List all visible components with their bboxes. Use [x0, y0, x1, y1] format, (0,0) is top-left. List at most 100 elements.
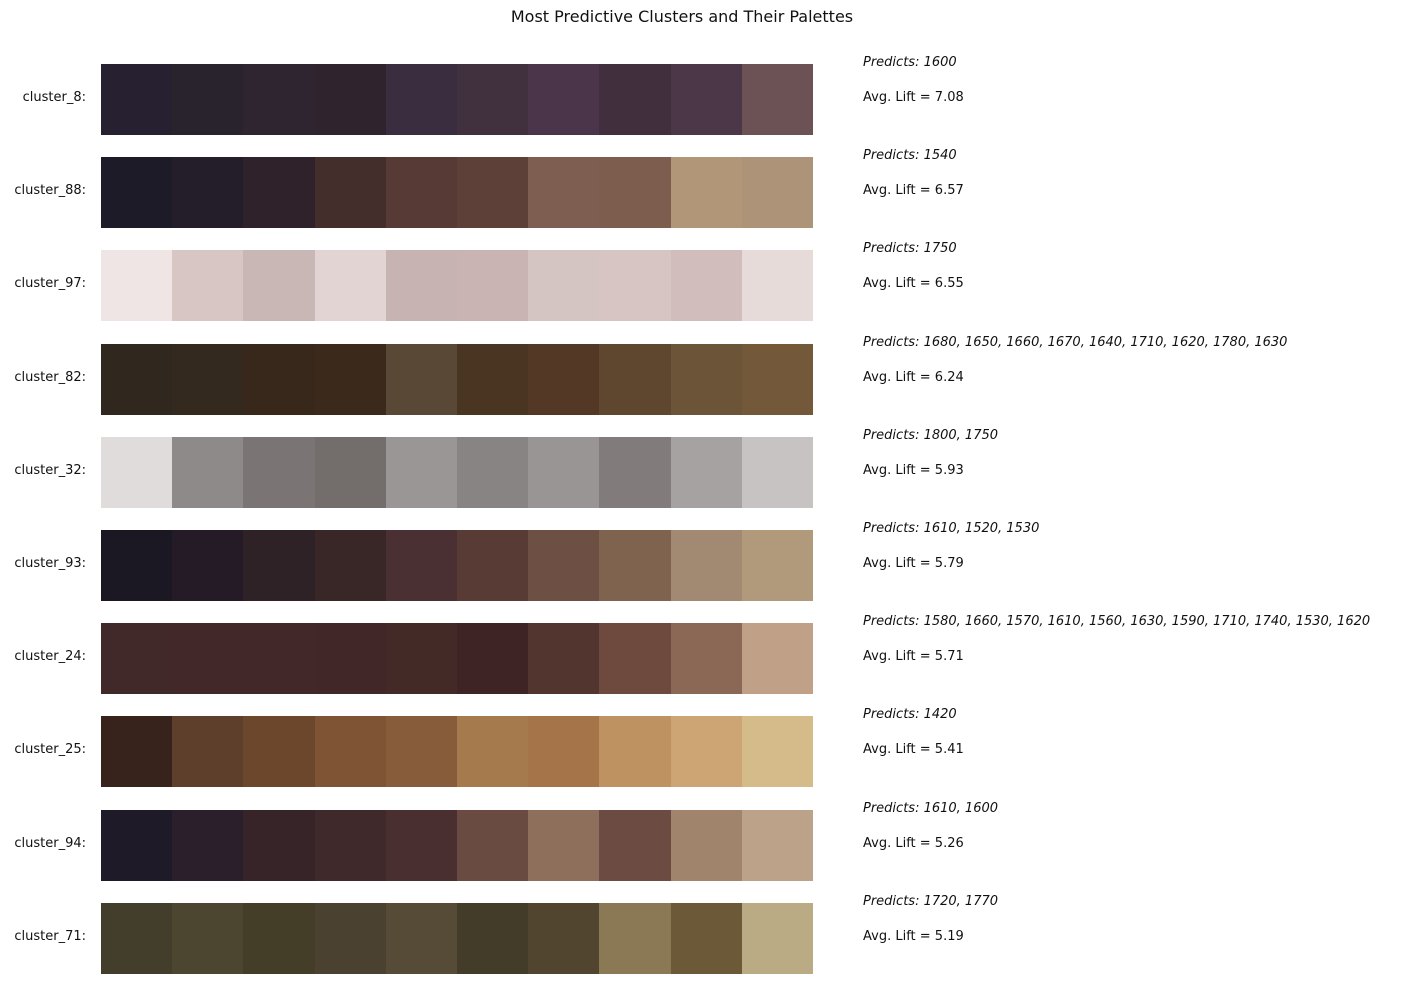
cluster-row: cluster_94: Predicts: 1610, 1600 Avg. Lift… [0, 801, 1415, 881]
palette-strip [101, 902, 814, 974]
color-swatch [670, 250, 742, 322]
color-swatch [670, 716, 742, 788]
color-swatch [243, 157, 315, 229]
predicts-text: Predicts: 1600 [863, 55, 957, 70]
color-swatch [528, 157, 600, 229]
color-swatch [101, 250, 173, 322]
color-swatch [528, 343, 600, 415]
chart-title: Most Predictive Clusters and Their Palet… [510, 7, 854, 26]
color-swatch [314, 157, 386, 229]
avg-lift-text: Avg. Lift = 5.41 [863, 742, 964, 758]
predicts-text: Predicts: 1580, 1660, 1570, 1610, 1560, … [863, 614, 1371, 630]
cluster-row: cluster_88: Predicts: 1540 Avg. Lift = 6.5… [0, 148, 1415, 229]
color-swatch [741, 343, 814, 415]
color-swatch [243, 64, 315, 135]
color-swatch [243, 436, 315, 508]
color-swatch [314, 809, 386, 881]
palette-strip [101, 809, 814, 881]
color-swatch [385, 809, 458, 881]
color-swatch [599, 716, 671, 788]
cluster-row: cluster_24: Predicts: 1580, 1660, 1570, 1… [0, 614, 1415, 695]
color-swatch [172, 436, 244, 508]
color-swatch [457, 64, 529, 135]
color-swatch [741, 623, 814, 695]
color-swatch [741, 809, 814, 881]
color-swatch [670, 157, 742, 229]
color-swatch [385, 530, 458, 601]
cluster-label: cluster_24: [14, 649, 86, 665]
cluster-row: cluster_71: Predicts: 1720, 1770 Avg. Lift… [0, 894, 1415, 974]
color-swatch [385, 64, 458, 135]
color-swatch [599, 530, 671, 601]
color-swatch [741, 250, 814, 322]
avg-lift-text: Avg. Lift = 5.26 [863, 835, 964, 851]
cluster-label: cluster_97: [14, 276, 86, 292]
color-swatch [385, 250, 458, 322]
cluster-row: cluster_32: Predicts: 1800, 1750 Avg. Lift… [0, 428, 1415, 508]
color-swatch [172, 343, 244, 415]
cluster-label: cluster_94: [14, 835, 86, 851]
predicts-text: Predicts: 1750 [863, 241, 957, 257]
palette-strip [101, 716, 814, 788]
cluster-label: cluster_88: [14, 183, 86, 199]
color-swatch [101, 902, 173, 974]
color-swatch [457, 157, 529, 229]
color-swatch [528, 436, 600, 508]
color-swatch [528, 623, 600, 695]
cluster-label: cluster_93: [14, 556, 86, 571]
avg-lift-text: Avg. Lift = 5.93 [863, 462, 964, 478]
color-swatch [670, 64, 742, 135]
color-swatch [741, 902, 814, 974]
color-swatch [385, 157, 458, 229]
color-swatch [243, 716, 315, 788]
color-swatch [457, 716, 529, 788]
cluster-row: cluster_25: Predicts: 1420 Avg. Lift = 5.4… [0, 707, 1415, 788]
color-swatch [670, 902, 742, 974]
color-swatch [528, 902, 600, 974]
color-swatch [528, 809, 600, 881]
color-swatch [670, 623, 742, 695]
color-swatch [314, 343, 386, 415]
color-swatch [101, 716, 173, 788]
palette-strip [101, 623, 814, 695]
color-swatch [599, 157, 671, 229]
color-swatch [101, 157, 173, 229]
cluster-label: cluster_25: [14, 742, 86, 758]
predicts-text: Predicts: 1720, 1770 [863, 893, 999, 909]
color-swatch [243, 623, 315, 695]
color-swatch [385, 623, 458, 695]
palette-strip [101, 530, 814, 601]
avg-lift-text: Avg. Lift = 6.24 [863, 369, 964, 385]
cluster-label: cluster_8: [22, 90, 86, 105]
color-swatch [741, 530, 814, 601]
color-swatch [385, 343, 458, 415]
color-swatch [101, 809, 173, 881]
color-swatch [101, 530, 173, 601]
color-swatch [599, 250, 671, 322]
avg-lift-text: Avg. Lift = 5.71 [863, 649, 964, 665]
color-swatch [314, 623, 386, 695]
cluster-row: cluster_97: Predicts: 1750 Avg. Lift = 6.5… [0, 241, 1415, 322]
color-swatch [101, 623, 173, 695]
color-swatch [599, 64, 671, 135]
cluster-row: cluster_93: Predicts: 1610, 1520, 1530 Avg… [0, 521, 1415, 601]
color-swatch [599, 809, 671, 881]
color-swatch [457, 902, 529, 974]
color-swatch [457, 623, 529, 695]
cluster-label: cluster_82: [14, 369, 86, 385]
predicts-text: Predicts: 1610, 1520, 1530 [863, 521, 1040, 536]
color-swatch [101, 64, 173, 135]
color-swatch [457, 530, 529, 601]
color-swatch [385, 902, 458, 974]
palette-strip [101, 436, 814, 508]
color-swatch [385, 716, 458, 788]
color-swatch [670, 436, 742, 508]
color-swatch [670, 530, 742, 601]
color-swatch [101, 343, 173, 415]
cluster-row: cluster_8: Predicts: 1600 Avg. Lift = 7.08 [0, 55, 1415, 135]
color-swatch [243, 902, 315, 974]
color-swatch [172, 530, 244, 601]
cluster-row: cluster_82: Predicts: 1680, 1650, 1660, 1… [0, 335, 1415, 415]
color-swatch [172, 809, 244, 881]
color-swatch [599, 436, 671, 508]
